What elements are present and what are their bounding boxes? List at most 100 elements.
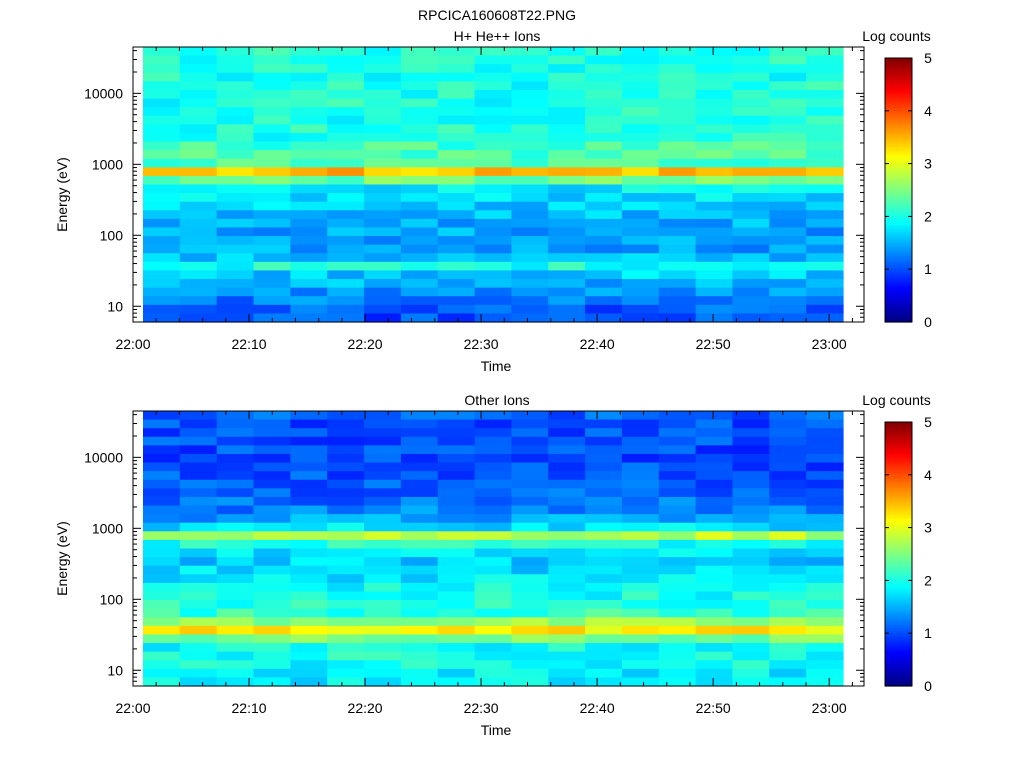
heatmap-cell <box>437 462 476 472</box>
colorbar-swatch <box>885 282 912 286</box>
heatmap-cell <box>585 505 623 515</box>
heatmap-cell <box>511 175 549 186</box>
heatmap-cell <box>143 453 181 464</box>
heatmap-cell <box>290 261 328 272</box>
heatmap-cell <box>732 643 770 653</box>
heatmap-cell <box>474 304 513 314</box>
colorbar-swatch <box>885 659 912 663</box>
heatmap-cell <box>732 279 770 289</box>
heatmap-cell <box>695 124 734 134</box>
heatmap-cell <box>769 471 807 481</box>
heatmap-cell <box>437 651 476 661</box>
colorbar-tick-label: 0 <box>924 678 932 694</box>
heatmap-cell <box>327 677 365 687</box>
heatmap-cell <box>143 141 181 151</box>
heatmap-cell <box>658 107 697 117</box>
heatmap-cell <box>474 514 513 524</box>
heatmap-cell <box>732 479 770 489</box>
heatmap-cell <box>327 411 365 421</box>
heatmap-cell <box>437 514 476 524</box>
heatmap-cell <box>511 462 549 472</box>
heatmap-cell <box>732 175 770 186</box>
heatmap-cell <box>548 55 586 65</box>
heatmap-cell <box>548 453 586 464</box>
heatmap-cell <box>732 167 770 177</box>
heatmap-cell <box>769 107 807 117</box>
heatmap-cell <box>585 479 623 489</box>
colorbar-swatch <box>885 527 912 531</box>
heatmap-cell <box>695 419 734 429</box>
heatmap-cell <box>364 253 402 263</box>
heatmap-cell <box>143 488 181 498</box>
heatmap-cell <box>143 479 181 489</box>
heatmap-cell <box>290 124 328 134</box>
heatmap-cell <box>400 643 439 653</box>
heatmap-cell <box>437 488 476 498</box>
heatmap-cell <box>143 270 181 280</box>
heatmap-cell <box>179 548 218 558</box>
heatmap-cell <box>216 539 255 550</box>
heatmap-cell <box>216 471 255 481</box>
heatmap-cell <box>327 462 365 472</box>
colorbar-swatch <box>885 437 912 441</box>
heatmap-cell <box>253 548 291 558</box>
heatmap-cell <box>327 660 365 670</box>
colorbar-swatch <box>885 121 912 125</box>
heatmap-cell <box>585 64 623 74</box>
heatmap-cell <box>400 253 439 263</box>
heatmap-cell <box>806 582 844 593</box>
heatmap-cell <box>585 141 623 151</box>
heatmap-cell <box>621 539 660 550</box>
heatmap-cell <box>658 304 697 314</box>
colorbar-swatch <box>885 84 912 88</box>
heatmap-cell <box>327 193 365 203</box>
heatmap-cell <box>585 428 623 438</box>
heatmap-cell <box>585 304 623 314</box>
heatmap-cell <box>548 193 586 203</box>
heatmap-cell <box>769 124 807 134</box>
heatmap-cell <box>179 193 218 203</box>
heatmap-cell <box>290 522 328 532</box>
heatmap-cell <box>216 591 255 601</box>
heatmap-cell <box>327 89 365 100</box>
colorbar-swatch <box>885 644 912 647</box>
colorbar-swatch <box>885 576 912 579</box>
heatmap-cell <box>621 557 660 567</box>
heatmap-cell <box>143 522 181 532</box>
heatmap-cell <box>143 436 181 446</box>
heatmap-cell <box>216 582 255 593</box>
heatmap-cell <box>400 634 439 644</box>
heatmap-cell <box>806 643 844 653</box>
heatmap-cell <box>253 453 291 464</box>
heatmap-cell <box>695 479 734 489</box>
heatmap-cell <box>143 261 181 272</box>
heatmap-cell <box>548 428 586 438</box>
colorbar-swatch <box>885 503 912 507</box>
heatmap-cell <box>364 210 402 220</box>
heatmap-cell <box>769 313 807 323</box>
heatmap-cell <box>290 608 328 618</box>
heatmap-cell <box>437 313 476 323</box>
colorbar-swatch <box>885 450 912 454</box>
heatmap-cell <box>437 479 476 489</box>
colorbar-swatch <box>885 234 912 237</box>
heatmap-cell <box>253 55 291 65</box>
x-axis-label: Time <box>481 722 512 738</box>
heatmap-cell <box>769 496 807 507</box>
heatmap-cell <box>253 496 291 507</box>
heatmap-cell <box>179 218 218 229</box>
heatmap-cell <box>621 184 660 194</box>
colorbar-swatch <box>885 633 912 636</box>
heatmap-cell <box>290 227 328 237</box>
heatmap-cell <box>474 428 513 438</box>
heatmap-cell <box>548 608 586 618</box>
heatmap-cell <box>548 313 586 323</box>
heatmap-cell <box>474 72 513 82</box>
colorbar-swatch <box>885 256 912 259</box>
colorbar-swatch <box>885 117 912 121</box>
colorbar-swatch <box>885 611 912 614</box>
colorbar-swatch <box>885 628 912 632</box>
heatmap-cell <box>253 175 291 186</box>
heatmap-cell <box>143 279 181 289</box>
